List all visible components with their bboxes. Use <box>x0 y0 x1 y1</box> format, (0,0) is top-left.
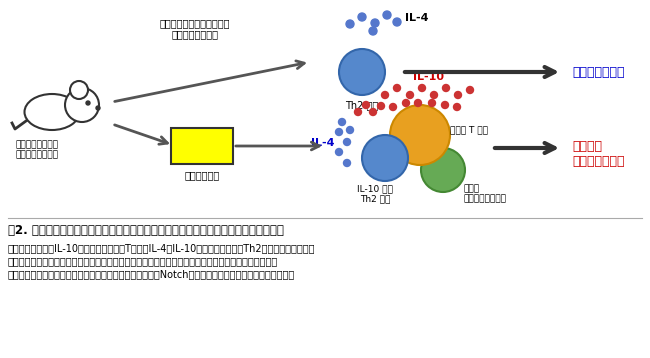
Circle shape <box>96 106 100 110</box>
Circle shape <box>428 100 436 106</box>
Circle shape <box>421 148 465 192</box>
Circle shape <box>389 103 396 111</box>
Circle shape <box>383 11 391 19</box>
Circle shape <box>346 20 354 28</box>
Circle shape <box>419 84 426 92</box>
Circle shape <box>454 92 462 98</box>
Circle shape <box>393 18 401 26</box>
Circle shape <box>441 102 448 108</box>
Circle shape <box>335 129 343 135</box>
Text: IL-4: IL-4 <box>405 13 428 23</box>
Circle shape <box>335 149 343 155</box>
FancyBboxPatch shape <box>171 128 233 164</box>
Circle shape <box>406 92 413 98</box>
Text: 経口免疫療法: 経口免疫療法 <box>185 170 220 180</box>
Circle shape <box>393 84 400 92</box>
Circle shape <box>415 100 421 106</box>
Circle shape <box>343 139 350 145</box>
Circle shape <box>346 126 354 134</box>
Text: 力に抑制する単球系骨髓由来抑制細胞を増加させる。これらの免疫抑制性細胞の働きが持続的な不応答: 力に抑制する単球系骨髓由来抑制細胞を増加させる。これらの免疫抑制性細胞の働きが持… <box>8 256 278 266</box>
Circle shape <box>70 81 88 99</box>
Text: 図2. 経口免疫療法により原因食物に対する持続的な不応答性が獲得されるメカニズム: 図2. 経口免疫療法により原因食物に対する持続的な不応答性が獲得されるメカニズム <box>8 224 284 237</box>
Text: IL-10: IL-10 <box>413 72 443 82</box>
Ellipse shape <box>25 94 79 130</box>
Circle shape <box>371 19 379 27</box>
Circle shape <box>467 87 473 93</box>
Circle shape <box>454 103 460 111</box>
Text: 高容量の卵白アルブミンを
繰り返し経口投与: 高容量の卵白アルブミンを 繰り返し経口投与 <box>160 18 230 40</box>
Text: 持続的な
不応答性の獲得: 持続的な 不応答性の獲得 <box>572 140 625 168</box>
Circle shape <box>443 84 450 92</box>
Circle shape <box>430 92 437 98</box>
Circle shape <box>402 100 410 106</box>
Circle shape <box>382 92 389 98</box>
Circle shape <box>65 88 99 122</box>
Circle shape <box>339 49 385 95</box>
Circle shape <box>339 118 346 126</box>
Circle shape <box>358 13 366 21</box>
Circle shape <box>369 27 377 35</box>
Circle shape <box>369 108 376 116</box>
Circle shape <box>343 160 350 166</box>
Text: IL-4: IL-4 <box>311 138 334 148</box>
Text: 経口免疫療法は、IL-10を産生する制御性T細胞、IL-4とIL-10を同時に産生するTh2細胞、免疫反応を強: 経口免疫療法は、IL-10を産生する制御性T細胞、IL-4とIL-10を同時に産… <box>8 243 315 253</box>
Circle shape <box>378 102 385 110</box>
Circle shape <box>354 108 361 116</box>
Text: 卵白アルブミンに
感作されたマウス: 卵白アルブミンに 感作されたマウス <box>16 140 58 159</box>
Circle shape <box>390 105 450 165</box>
Circle shape <box>362 135 408 181</box>
Text: Th2 細胞: Th2 細胞 <box>345 100 378 110</box>
Text: IL-10 陽性
Th2 細胞: IL-10 陽性 Th2 細胞 <box>357 184 393 203</box>
Text: 制御性 T 細胞: 制御性 T 細胞 <box>450 126 488 135</box>
Text: 単球系
骨髓由来抑制細胞: 単球系 骨髓由来抑制細胞 <box>463 184 506 203</box>
Circle shape <box>86 101 90 105</box>
Text: 食物アレルギー: 食物アレルギー <box>572 66 625 78</box>
Circle shape <box>363 102 369 108</box>
Text: Notch
シグナル: Notch シグナル <box>185 135 219 157</box>
Text: 性の獲得に寄与している。また、これらの細胞の増加にはNotch受容体を介したシグナルが重要である。: 性の獲得に寄与している。また、これらの細胞の増加にはNotch受容体を介したシグ… <box>8 269 295 279</box>
